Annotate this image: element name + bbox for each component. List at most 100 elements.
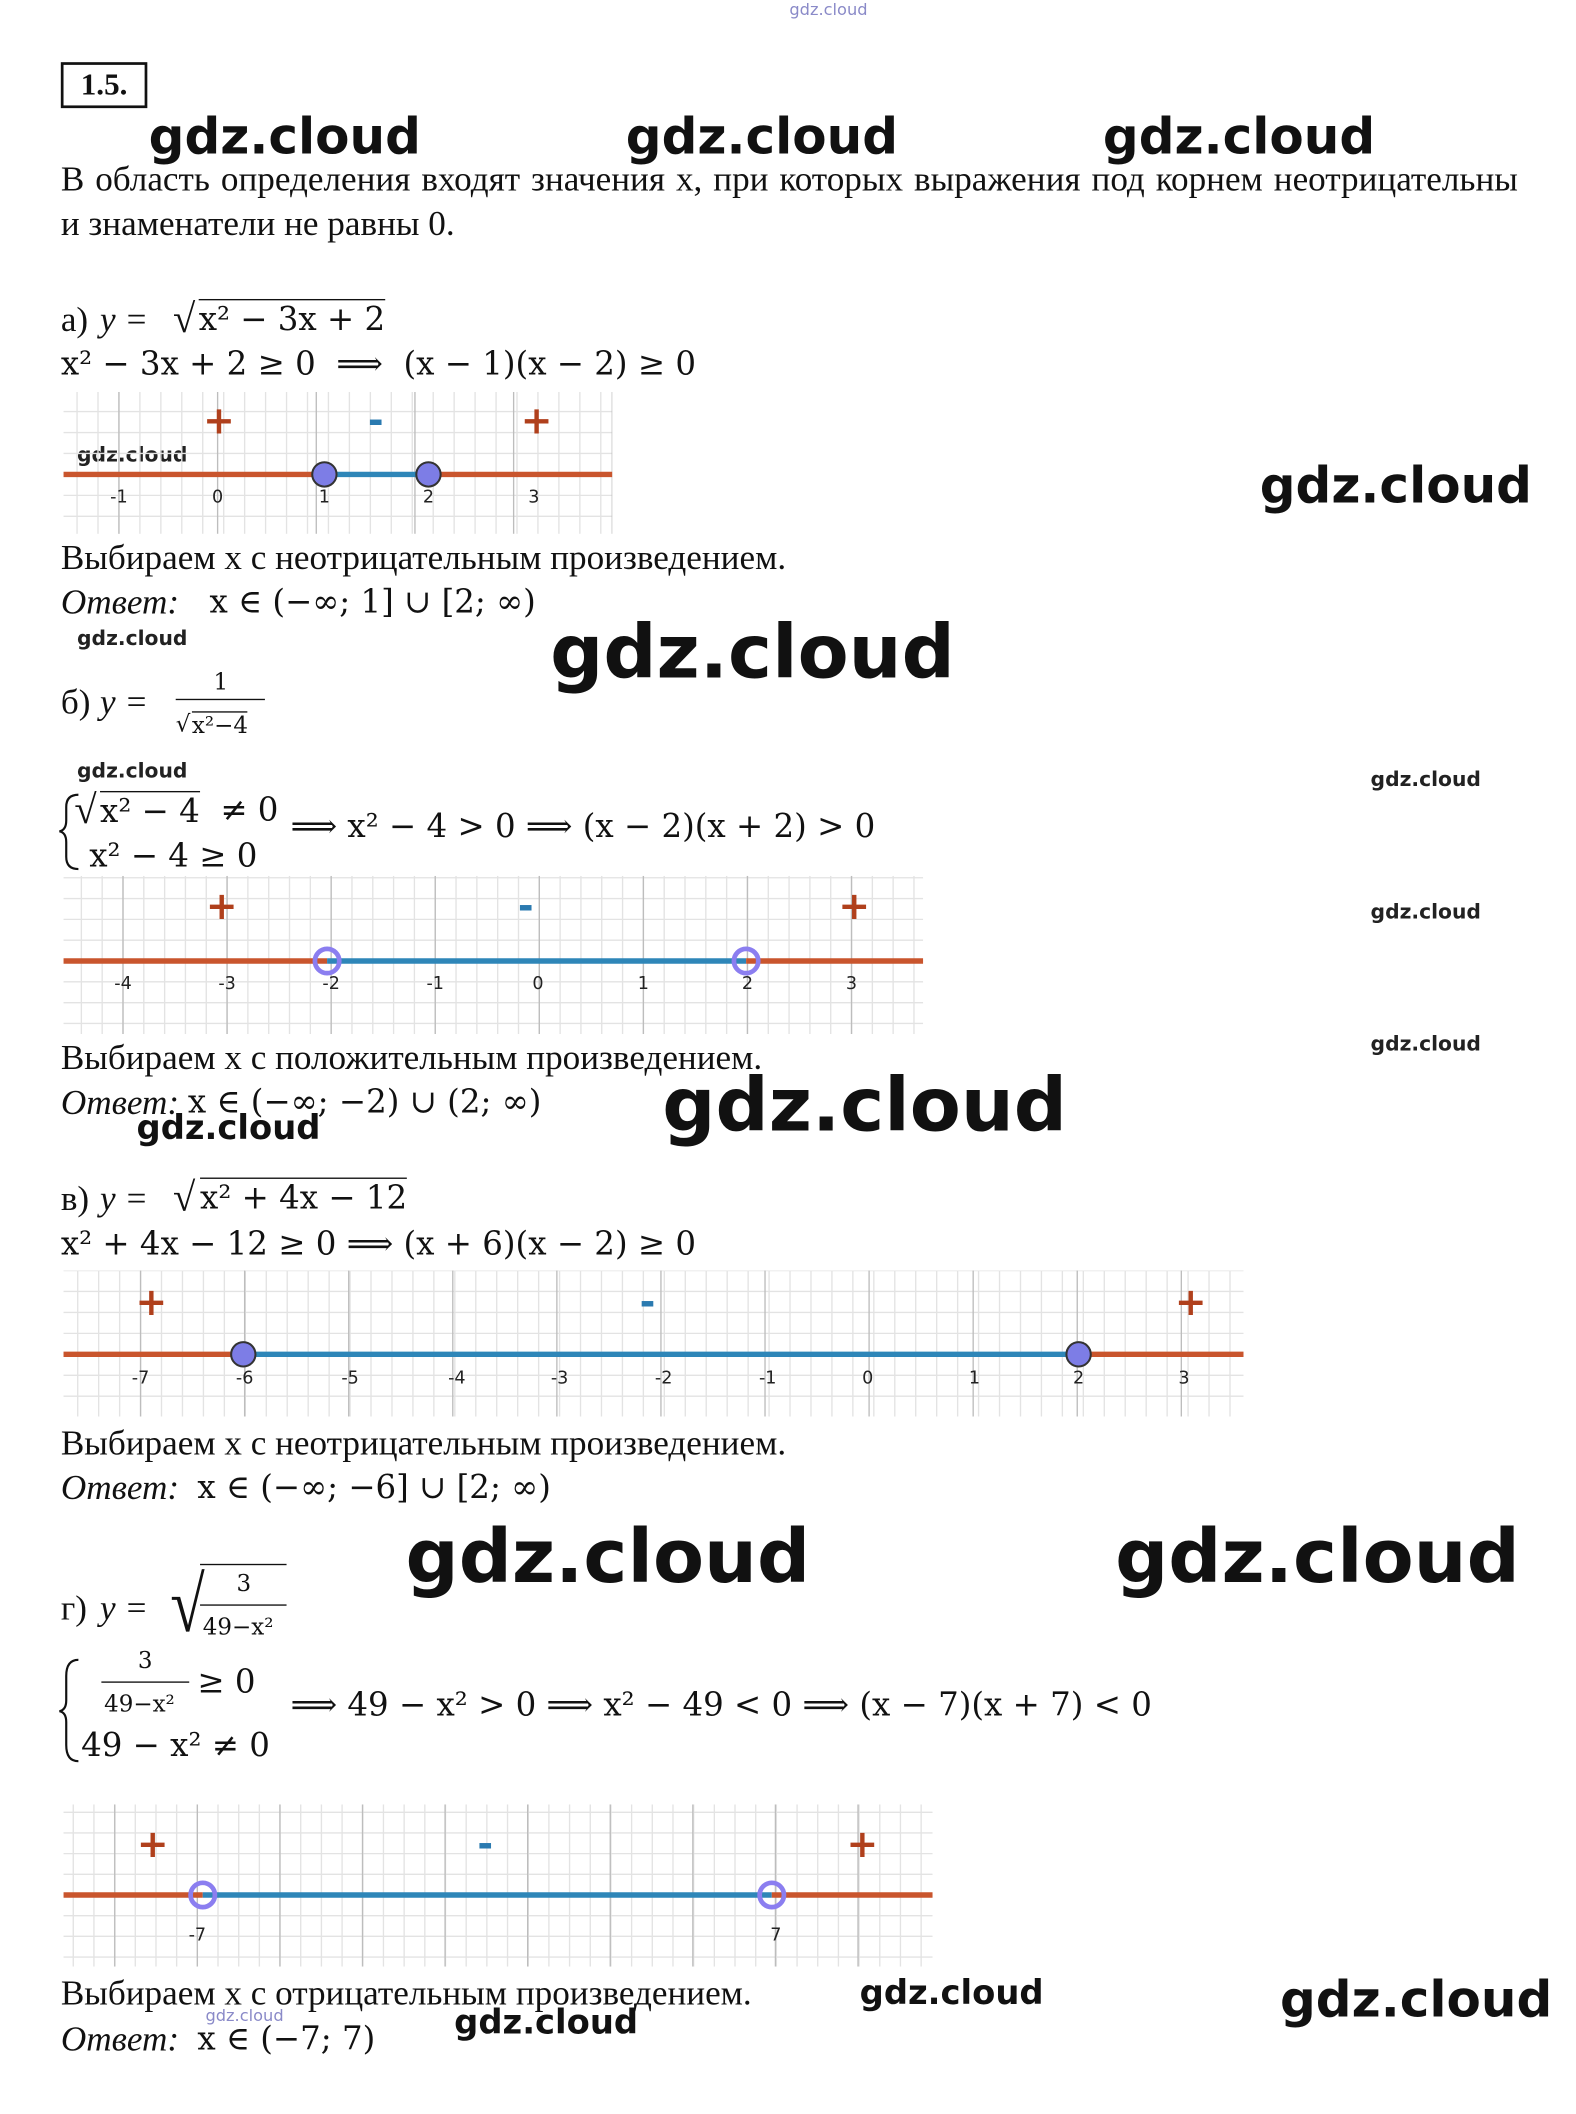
system-line: x² − 4 ≥ 0: [89, 836, 258, 875]
fraction-bar: [200, 1563, 287, 1566]
watermark: gdz.cloud: [789, 0, 868, 20]
tick-label: -2: [655, 1369, 673, 1389]
tick-label: 3: [528, 487, 539, 507]
watermark: gdz.cloud: [1370, 766, 1481, 792]
tick-label: 0: [532, 974, 543, 994]
watermark: gdz.cloud: [1279, 1970, 1553, 2029]
watermark: gdz.cloud: [1115, 1512, 1520, 1600]
watermark: gdz.cloud: [77, 442, 188, 467]
watermark: gdz.cloud: [1102, 107, 1376, 166]
watermark: gdz.cloud: [1370, 1031, 1481, 1057]
sign: +: [838, 884, 870, 928]
radical-sign: √: [175, 711, 191, 739]
tick-label: -4: [114, 974, 132, 994]
tick-label: -3: [551, 1369, 569, 1389]
answer-label: Ответ:: [60, 582, 180, 622]
radicand: x²−4: [191, 711, 248, 740]
endpoint: [230, 1341, 257, 1368]
radicand: x² − 3x + 2: [198, 298, 386, 339]
number-line: -7 -6 -5 -4 -3 -2 -1 0 1 2 3 + - +: [63, 1270, 1244, 1417]
watermark: gdz.cloud: [1259, 456, 1532, 515]
solution-step: x² − 3x + 2 ≥ 0 ⟹ (x − 1)(x − 2) ≥ 0: [60, 344, 697, 383]
tick-label: 2: [742, 974, 753, 994]
sign: +: [136, 1280, 168, 1324]
endpoint: [311, 461, 338, 488]
part-label: а): [60, 300, 89, 340]
tick-label: -4: [448, 1369, 466, 1389]
watermark: gdz.cloud: [859, 1972, 1044, 2013]
sign: -: [518, 884, 534, 928]
watermark: gdz.cloud: [136, 1107, 321, 1148]
sign: +: [1175, 1280, 1207, 1324]
endpoint: [757, 1880, 787, 1910]
tick-label: -7: [189, 1926, 207, 1946]
endpoint: [731, 946, 761, 976]
sign: -: [477, 1822, 493, 1866]
watermark: gdz.cloud: [205, 2005, 284, 2025]
sign: +: [137, 1822, 169, 1866]
exercise-number: 1.5.: [60, 62, 148, 109]
tick-label: 2: [423, 487, 434, 507]
watermark: gdz.cloud: [405, 1512, 811, 1600]
system-brace: [59, 793, 79, 871]
numerator: 3: [236, 1570, 252, 1598]
tick-label: -2: [322, 974, 340, 994]
tick-label: 3: [1178, 1369, 1189, 1389]
tick-label: -1: [426, 974, 444, 994]
numerator: 3: [137, 1647, 153, 1675]
sign: +: [846, 1822, 878, 1866]
endpoint: [1065, 1341, 1092, 1368]
answer: x ∈ (−7; 7): [197, 2019, 376, 2058]
radical-sign: √: [170, 1560, 205, 1649]
answer: x ∈ (−∞; −2) ∪ (2; ∞): [187, 1082, 542, 1121]
watermark: gdz.cloud: [148, 107, 421, 166]
sign: +: [203, 399, 235, 443]
sign: -: [640, 1280, 656, 1324]
endpoint: [312, 946, 342, 976]
radicand: x² + 4x − 12: [200, 1177, 408, 1217]
endpoint: [415, 461, 442, 488]
tick-label: 0: [862, 1369, 873, 1389]
denominator: 49−x²: [104, 1691, 175, 1719]
sign: -: [368, 399, 384, 443]
system-line: 49 − x² ≠ 0: [81, 1726, 270, 1765]
answer: x ∈ (−∞; 1] ∪ [2; ∞): [209, 582, 536, 621]
tick-label: -6: [236, 1369, 254, 1389]
tick-label: 1: [319, 487, 330, 507]
tick-label: 1: [638, 974, 649, 994]
relation: ≥ 0: [197, 1662, 256, 1701]
number-line: -1 0 1 2 3 + - +: [63, 391, 613, 534]
watermark: gdz.cloud: [77, 758, 188, 784]
conclusion: Выбираем x с отрицательным произведением…: [60, 1973, 752, 2013]
implication: ⟹ x² − 4 > 0 ⟹ (x − 2)(x + 2) > 0: [290, 807, 876, 846]
radical-sign: √: [74, 787, 97, 833]
watermark: gdz.cloud: [1370, 899, 1481, 924]
conclusion: Выбираем x с положительным произведением…: [60, 1038, 763, 1078]
watermark: gdz.cloud: [550, 608, 955, 696]
fraction-bar: [101, 1681, 190, 1683]
watermark: gdz.cloud: [454, 2002, 639, 2042]
tick-label: 1: [969, 1369, 980, 1389]
tick-label: 0: [212, 487, 223, 507]
tick-label: 7: [770, 1926, 781, 1946]
implication: ⟹ 49 − x² > 0 ⟹ x² − 49 < 0 ⟹ (x − 7)(x …: [290, 1685, 1152, 1724]
conclusion: Выбираем x с неотрицательным произведени…: [60, 1423, 787, 1463]
solution-step: x² + 4x − 12 ≥ 0 ⟹ (x + 6)(x − 2) ≥ 0: [60, 1224, 697, 1263]
numerator: 1: [213, 669, 229, 697]
answer-label: Ответ:: [60, 1467, 180, 1508]
relation: ≠ 0: [220, 790, 279, 829]
answer: x ∈ (−∞; −6] ∪ [2; ∞): [197, 1468, 551, 1506]
answer-label: Ответ:: [60, 2019, 180, 2059]
number-line: -7 7 + - +: [63, 1804, 933, 1967]
formula-lhs: y =: [100, 682, 149, 722]
tick-label: 2: [1073, 1369, 1084, 1389]
formula-lhs: y =: [100, 300, 149, 340]
tick-label: -1: [759, 1369, 777, 1389]
sign: +: [521, 399, 553, 443]
conclusion: Выбираем x с неотрицательным произведени…: [60, 538, 787, 578]
radicand: x² − 4: [100, 790, 200, 831]
tick-label: 3: [846, 974, 857, 994]
